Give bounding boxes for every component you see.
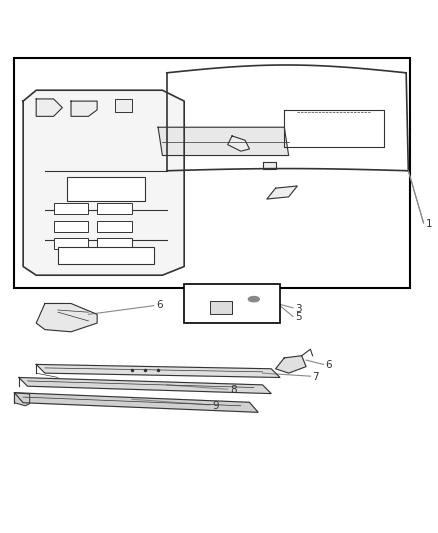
Bar <box>210 301 232 314</box>
Polygon shape <box>36 303 97 332</box>
Bar <box>184 284 280 323</box>
Bar <box>67 177 145 201</box>
Bar <box>58 247 154 264</box>
Text: 3: 3 <box>295 304 302 314</box>
Polygon shape <box>276 356 306 373</box>
Bar <box>97 221 132 232</box>
Bar <box>53 221 88 232</box>
Bar <box>14 58 410 288</box>
Bar <box>115 99 132 112</box>
Polygon shape <box>36 365 280 377</box>
Bar <box>97 238 132 249</box>
Bar <box>53 238 88 249</box>
Text: 6: 6 <box>156 300 162 310</box>
Polygon shape <box>23 90 184 275</box>
Bar <box>97 204 132 214</box>
Ellipse shape <box>248 296 259 302</box>
Text: 9: 9 <box>212 401 219 411</box>
Polygon shape <box>158 127 289 156</box>
Text: 8: 8 <box>230 385 237 395</box>
Polygon shape <box>14 393 258 413</box>
Text: 1: 1 <box>426 219 432 229</box>
Polygon shape <box>36 99 62 116</box>
Polygon shape <box>14 393 30 406</box>
Text: 5: 5 <box>295 312 302 322</box>
Polygon shape <box>267 186 297 199</box>
Polygon shape <box>262 162 276 168</box>
Text: 7: 7 <box>313 372 319 382</box>
Polygon shape <box>228 136 250 151</box>
Text: 6: 6 <box>325 360 332 370</box>
Polygon shape <box>19 377 271 393</box>
Polygon shape <box>71 101 97 116</box>
Bar <box>53 204 88 214</box>
